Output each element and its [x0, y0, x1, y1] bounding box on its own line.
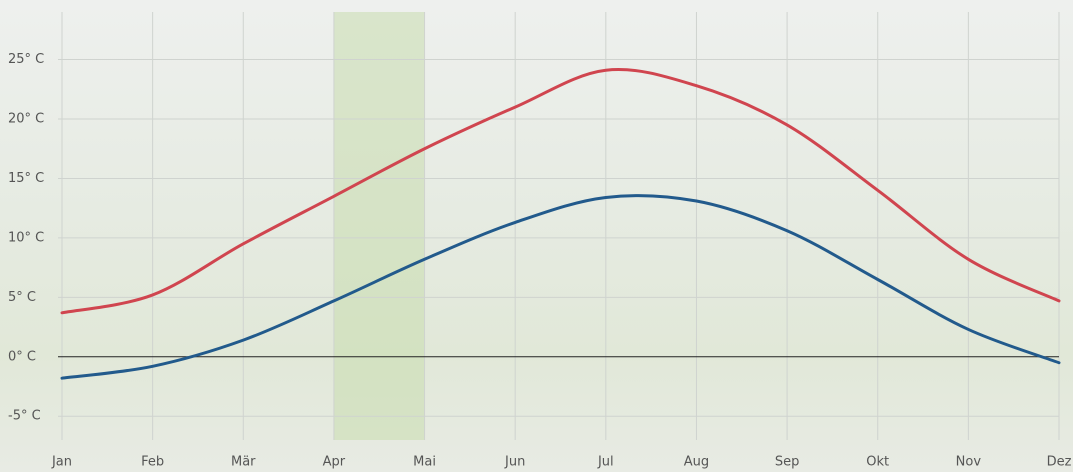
- y-tick-label: -5° C: [8, 409, 41, 424]
- x-tick-label: Jun: [504, 455, 525, 470]
- x-tick-label: Nov: [956, 455, 982, 470]
- y-tick-label: 5° C: [8, 290, 36, 305]
- y-tick-label: 15° C: [8, 171, 44, 186]
- y-tick-label: 20° C: [8, 112, 44, 127]
- x-tick-label: Mai: [413, 455, 436, 470]
- x-tick-label: Dez: [1047, 455, 1072, 470]
- x-tick-label: Mär: [231, 455, 256, 470]
- x-tick-label: Okt: [866, 455, 889, 470]
- line-series: [60, 68, 1061, 315]
- x-tick-label: Jul: [597, 455, 614, 470]
- line-series: [60, 194, 1061, 380]
- x-tick-label: Apr: [323, 455, 346, 470]
- x-tick-label: Sep: [775, 455, 800, 470]
- highlight-band: [333, 12, 425, 440]
- x-tick-label: Aug: [684, 455, 709, 470]
- x-tick-label: Feb: [141, 455, 164, 470]
- y-tick-label: 10° C: [8, 230, 44, 245]
- x-tick-label: Jan: [51, 455, 72, 470]
- y-tick-label: 0° C: [8, 349, 36, 364]
- y-tick-label: 25° C: [8, 52, 44, 67]
